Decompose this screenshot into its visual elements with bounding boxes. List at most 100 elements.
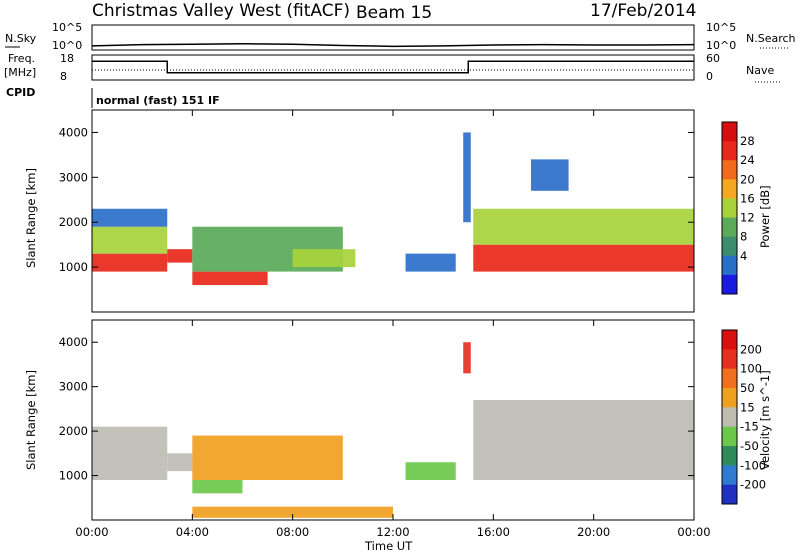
y-tick-label: 3000 — [59, 170, 88, 184]
colorbar-tick-label: -15 — [740, 420, 759, 434]
heatmap-cell-7 — [473, 400, 694, 480]
colorbar-swatch — [722, 484, 737, 505]
colorbar-tick-label: 15 — [740, 400, 755, 414]
nsky-tick-bottom: 10^0 — [52, 39, 82, 52]
date-label: 17/Feb/2014 — [590, 1, 696, 21]
heatmap-cell-3 — [192, 435, 343, 480]
heatmap-cell-3 — [167, 249, 193, 263]
freq-tick-bottom: 8 — [60, 70, 67, 83]
nave-label: Nave — [746, 64, 774, 77]
power-y-axis-label: Slant Range [km] — [24, 168, 38, 268]
heatmap-cell-5 — [405, 462, 456, 480]
nsky-tick-top: 10^5 — [52, 21, 82, 34]
colorbar-tick-label: -100 — [740, 458, 766, 472]
colorbar-swatch — [722, 198, 737, 219]
colorbar-swatch — [722, 330, 737, 350]
x-tick-label: 04:00 — [176, 525, 209, 539]
heatmap-cell-1 — [92, 226, 168, 254]
colorbar-tick-label: 24 — [740, 153, 755, 167]
x-axis-ticks: 00:00 04:00 08:00 12:00 16:00 20:00 00:00 — [75, 110, 711, 539]
colorbar-tick-label: 200 — [740, 342, 762, 356]
beam-label: Beam 15 — [356, 3, 432, 23]
y-tick-label: 1000 — [59, 260, 88, 274]
colorbar-swatch — [722, 465, 737, 486]
y-tick-label: 1000 — [59, 469, 88, 483]
heatmap-cell-4 — [192, 506, 393, 518]
freq-unit: [MHz] — [4, 66, 36, 79]
heatmap-cell-1 — [167, 453, 193, 472]
colorbar-swatch — [722, 236, 737, 257]
heatmap-cell-7 — [405, 253, 456, 272]
y-tick-label: 4000 — [59, 335, 88, 349]
velocity-colorbar-label: Velocity [m s^-1] — [758, 370, 772, 470]
heatmap-cell-8 — [463, 132, 471, 223]
colorbar-tick-label: -200 — [740, 478, 766, 492]
colorbar-frame — [721, 329, 738, 505]
colorbar-tick-label: 8 — [740, 230, 747, 244]
cpid-value: normal (fast) 151 IF — [96, 94, 220, 107]
colorbar-tick-label: 50 — [740, 381, 755, 395]
cpid-label: CPID — [6, 86, 35, 99]
velocity-y-ticks: 4000 3000 2000 1000 — [59, 335, 694, 483]
colorbar-tick-label: 12 — [740, 211, 755, 225]
heatmap-cell-10 — [473, 208, 694, 245]
colorbar-swatch — [722, 446, 737, 466]
colorbar-tick-label: 4 — [740, 249, 747, 263]
colorbar-swatch — [722, 179, 737, 199]
colorbar-tick-label: 20 — [740, 172, 755, 186]
colorbar-swatch — [722, 368, 737, 389]
velocity-y-axis-label: Slant Range [km] — [24, 370, 38, 470]
freq-tick-top: 18 — [60, 52, 74, 65]
nsearch-label: N.Search — [746, 32, 796, 45]
colorbar-swatch — [722, 255, 737, 276]
freq-series-line — [92, 60, 694, 74]
power-heatmap — [92, 132, 694, 286]
x-tick-label: 00:00 — [677, 525, 710, 539]
colorbar-tick-label: 16 — [740, 191, 755, 205]
heatmap-cell-6 — [463, 342, 471, 374]
colorbar-swatch — [722, 274, 737, 295]
heatmap-cell-6 — [292, 249, 356, 268]
power-y-ticks: 4000 3000 2000 1000 — [59, 125, 694, 274]
chart-title: Christmas Valley West (fitACF) — [92, 1, 350, 21]
colorbar-tick-label: -50 — [740, 439, 759, 453]
x-tick-label: 12:00 — [376, 525, 409, 539]
x-tick-label: 00:00 — [75, 525, 108, 539]
x-tick-label: 20:00 — [577, 525, 610, 539]
velocity-colorbar: 200 100 50 15 -15 -50 -100 -200 — [721, 329, 766, 505]
colorbar-frame — [721, 121, 738, 295]
colorbar-tick-label: 100 — [740, 362, 762, 376]
colorbar-tick-label: 28 — [740, 134, 755, 148]
freq-label: Freq. — [8, 52, 35, 65]
nsearch-tick-bottom: 10^0 — [706, 39, 736, 52]
heatmap-cell-11 — [530, 159, 569, 191]
power-colorbar: 28 24 20 16 12 8 4 — [721, 121, 755, 295]
colorbar-swatch — [722, 407, 737, 428]
colorbar-swatch — [722, 160, 737, 180]
heatmap-cell-2 — [192, 480, 243, 494]
y-tick-label: 4000 — [59, 125, 88, 139]
colorbar-swatch — [722, 122, 737, 142]
colorbar-swatch — [722, 217, 737, 238]
colorbar-swatch — [722, 349, 737, 370]
nsearch-tick-top: 10^5 — [706, 21, 736, 34]
nsky-label: N.Sky — [5, 32, 37, 45]
power-colorbar-label: Power [dB] — [758, 185, 772, 248]
heatmap-cell-2 — [92, 208, 168, 227]
nave-tick-top: 60 — [706, 52, 720, 65]
heatmap-cell-0 — [92, 253, 168, 272]
nsky-panel-frame — [91, 24, 695, 51]
freq-panel-frame — [91, 54, 695, 81]
colorbar-swatch — [722, 426, 737, 447]
y-tick-label: 3000 — [59, 380, 88, 394]
nave-tick-bottom: 0 — [706, 70, 713, 83]
x-axis-label: Time UT — [364, 539, 413, 553]
colorbar-swatch — [722, 141, 737, 161]
heatmap-cell-0 — [92, 426, 168, 480]
nsky-series-line — [91, 43, 695, 48]
x-tick-label: 16:00 — [477, 525, 510, 539]
heatmap-cell-4 — [192, 271, 268, 286]
y-tick-label: 2000 — [59, 215, 88, 229]
x-tick-label: 08:00 — [276, 525, 309, 539]
